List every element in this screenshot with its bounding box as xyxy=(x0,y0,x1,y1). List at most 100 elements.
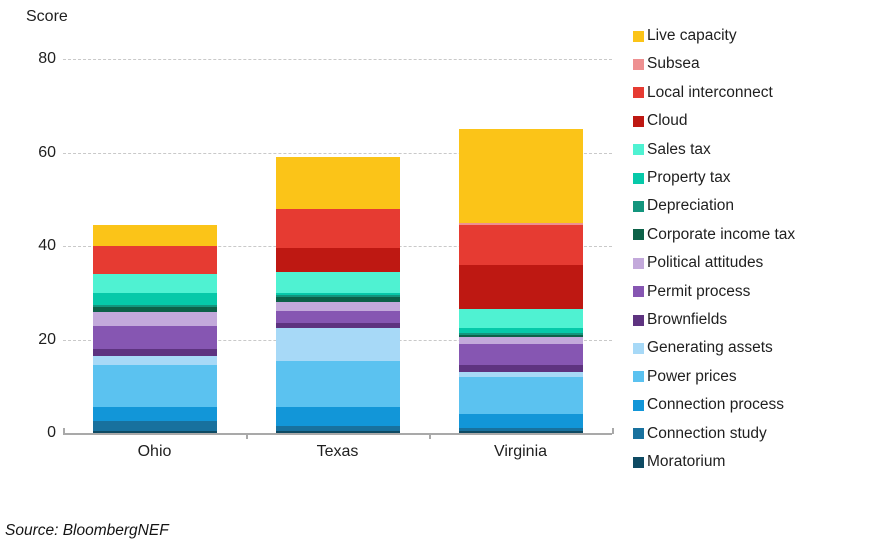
segment-depreciation xyxy=(275,295,400,298)
legend-swatch-icon xyxy=(633,428,644,440)
y-tick-label-0: 0 xyxy=(47,424,56,441)
legend-label: Live capacity xyxy=(647,27,737,44)
segment-permit-process xyxy=(92,325,217,349)
segment-property-tax xyxy=(275,292,400,296)
segment-sales-tax xyxy=(275,271,400,293)
segment-cloud xyxy=(458,264,583,310)
segment-moratorium xyxy=(275,430,400,433)
segment-power-prices xyxy=(92,365,217,408)
segment-power-prices xyxy=(458,376,583,415)
segment-connection-process xyxy=(275,407,400,426)
legend-swatch-icon xyxy=(633,399,644,411)
x-axis-line xyxy=(63,433,612,435)
legend-label: Connection process xyxy=(647,396,784,414)
legend-label: Brownfields xyxy=(647,311,728,328)
segment-sales-tax xyxy=(458,309,583,328)
bar-texas xyxy=(275,157,400,433)
legend-swatch-icon xyxy=(633,314,644,326)
legend-label: Sales tax xyxy=(647,140,711,158)
segment-corporate-income-tax xyxy=(92,306,217,312)
segment-political-attitudes xyxy=(275,302,400,312)
legend-swatch-icon xyxy=(633,87,644,99)
legend-swatch-icon xyxy=(633,371,644,383)
segment-brownfields xyxy=(275,323,400,328)
legend-item-power-prices: Power prices xyxy=(633,366,737,388)
legend-item-connection-process: Connection process xyxy=(633,394,784,416)
segment-corporate-income-tax xyxy=(458,334,583,338)
legend-swatch-icon xyxy=(633,286,644,298)
legend-label: Permit process xyxy=(647,282,751,300)
y-axis-title: Score xyxy=(26,8,68,25)
axis-tick xyxy=(246,434,248,439)
segment-brownfields xyxy=(458,365,583,373)
y-tick-label-80: 80 xyxy=(38,50,56,67)
legend-label: Subsea xyxy=(647,55,700,73)
legend-label: Connection study xyxy=(647,424,767,442)
segment-local-interconnect xyxy=(92,246,217,275)
legend-item-generating-assets: Generating assets xyxy=(633,337,773,359)
legend-item-live-capacity: Live capacity xyxy=(633,25,737,47)
axis-tick xyxy=(429,434,431,439)
segment-connection-study xyxy=(458,428,583,431)
segment-connection-process xyxy=(92,407,217,422)
legend-swatch-icon xyxy=(633,200,644,212)
legend-item-sales-tax: Sales tax xyxy=(633,139,711,161)
legend-swatch-icon xyxy=(633,229,644,241)
legend-item-subsea: Subsea xyxy=(633,53,700,75)
gridline-60 xyxy=(63,152,612,154)
axis-endcap-right xyxy=(612,428,614,434)
segment-generating-assets xyxy=(458,372,583,377)
segment-live-capacity xyxy=(92,225,217,247)
legend-label: Power prices xyxy=(647,367,737,385)
legend-swatch-icon xyxy=(633,456,644,468)
segment-political-attitudes xyxy=(92,311,217,326)
legend-item-connection-study: Connection study xyxy=(633,423,767,445)
segment-permit-process xyxy=(458,344,583,366)
segment-generating-assets xyxy=(275,327,400,361)
bar-virginia xyxy=(458,129,583,433)
legend-swatch-icon xyxy=(633,30,644,42)
segment-live-capacity xyxy=(458,129,583,223)
segment-connection-study xyxy=(275,426,400,431)
segment-subsea xyxy=(458,222,583,226)
segment-power-prices xyxy=(275,360,400,408)
legend-item-permit-process: Permit process xyxy=(633,281,750,303)
legend-item-cloud: Cloud xyxy=(633,110,688,132)
legend-item-brownfields: Brownfields xyxy=(633,309,727,331)
segment-moratorium xyxy=(458,430,583,433)
legend-label: Cloud xyxy=(647,112,688,130)
legend-item-moratorium: Moratorium xyxy=(633,451,725,473)
y-tick-label-40: 40 xyxy=(38,237,56,254)
legend-label: Local interconnect xyxy=(647,83,773,101)
legend-swatch-icon xyxy=(633,144,644,156)
segment-local-interconnect xyxy=(458,225,583,265)
legend-label: Political attitudes xyxy=(647,254,764,272)
legend-item-local-interconnect: Local interconnect xyxy=(633,82,773,104)
segment-property-tax xyxy=(92,292,217,305)
segment-connection-study xyxy=(92,421,217,431)
segment-cloud xyxy=(275,248,400,272)
segment-brownfields xyxy=(92,348,217,356)
legend-swatch-icon xyxy=(633,172,644,184)
source-note: Source: BloombergNEF xyxy=(5,522,169,539)
gridline-80 xyxy=(63,59,612,60)
axis-endcap-left xyxy=(63,428,65,434)
legend-label: Property tax xyxy=(647,169,731,186)
segment-property-tax xyxy=(458,327,583,333)
segment-sales-tax xyxy=(92,274,217,293)
legend-item-property-tax: Property tax xyxy=(633,167,731,189)
legend-swatch-icon xyxy=(633,58,644,70)
y-tick-label-20: 20 xyxy=(38,330,56,348)
legend-swatch-icon xyxy=(633,257,644,269)
legend-swatch-icon xyxy=(633,115,644,127)
segment-depreciation xyxy=(458,332,583,335)
y-tick-label-60: 60 xyxy=(38,143,56,161)
x-category-label-ohio: Ohio xyxy=(137,443,172,460)
legend-label: Moratorium xyxy=(647,453,726,470)
x-category-label-texas: Texas xyxy=(316,443,359,460)
segment-permit-process xyxy=(275,311,400,324)
legend-item-corporate-income-tax: Corporate income tax xyxy=(633,224,795,246)
segment-corporate-income-tax xyxy=(275,297,400,303)
x-category-label-virginia: Virginia xyxy=(493,443,548,460)
